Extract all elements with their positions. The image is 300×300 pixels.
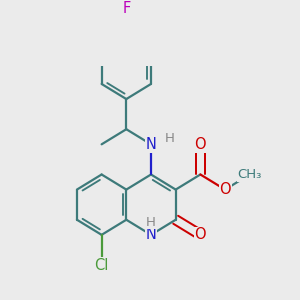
Text: O: O bbox=[195, 227, 206, 242]
Text: H: H bbox=[146, 216, 156, 229]
Text: H: H bbox=[165, 132, 175, 145]
Text: F: F bbox=[122, 1, 130, 16]
Text: N: N bbox=[146, 137, 156, 152]
Text: O: O bbox=[219, 182, 231, 197]
Text: N: N bbox=[146, 227, 156, 242]
Text: CH₃: CH₃ bbox=[238, 168, 262, 181]
Text: O: O bbox=[195, 137, 206, 152]
Text: Cl: Cl bbox=[94, 257, 109, 272]
